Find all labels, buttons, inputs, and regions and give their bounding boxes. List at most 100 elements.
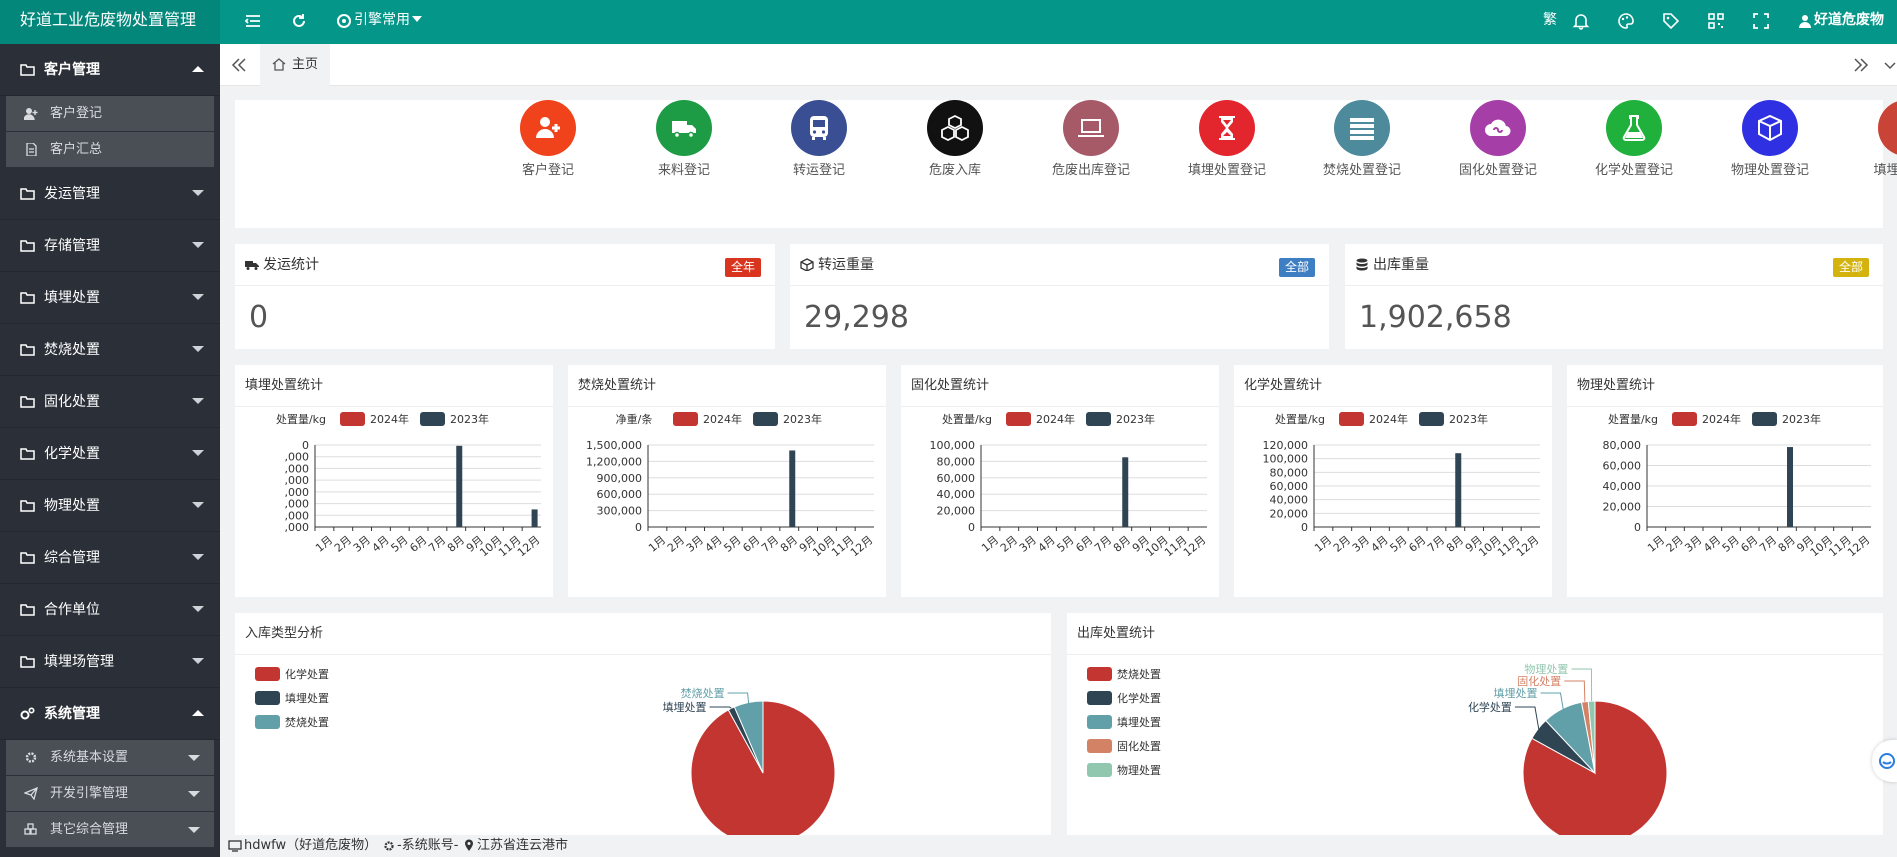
folder-open-icon	[20, 396, 35, 408]
x-tick-label: 12月	[515, 533, 543, 559]
physical-bar-chart: 2024年 2023年 处置量/kg 0 20,000 40,000 60,000 80,00…	[1603, 412, 1873, 559]
sidebar-item-label: 焚烧处置	[44, 342, 100, 358]
sidebar-item-landfill-site[interactable]: 填埋场管理	[0, 636, 220, 688]
legend-label: 2023年	[1116, 412, 1155, 426]
stat-card-title: 发运统计	[263, 257, 319, 273]
sidebar: 客户管理 客户登记 客户汇总 发运管理 存储管理 填埋处置 焚烧处置 固化处置 …	[0, 44, 220, 857]
quick-item-transfer-register[interactable]: 转运登记	[764, 100, 874, 178]
slice-label: 物理处置	[1524, 662, 1568, 676]
y-tick-label: 1,200,000	[586, 455, 642, 468]
sidebar-item-chemical[interactable]: 化学处置	[0, 428, 220, 480]
solidification-stats-chart-card: 固化处置统计 2024年 2023年 处置量/kg 0 20,000 40,000 60,0…	[901, 365, 1219, 597]
legend-swatch	[1087, 691, 1112, 705]
legend-swatch	[255, 691, 280, 705]
sidebar-subitem-customer-summary[interactable]: 客户汇总	[6, 132, 214, 167]
incineration-stats-chart-card: 焚烧处置统计 2024年 2023年 净重/条 0 300,000 600,000 900,…	[568, 365, 886, 597]
quick-item-waste-outbound[interactable]: 危废出库登记	[1036, 100, 1146, 178]
qrcode-icon[interactable]	[1707, 12, 1725, 30]
menu-collapse-icon[interactable]	[244, 12, 262, 30]
palette-icon[interactable]	[1617, 12, 1635, 30]
chart-title: 化学处置统计	[1234, 365, 1552, 407]
period-badge: 全部	[1278, 258, 1315, 277]
sidebar-subitem-other[interactable]: 其它综合管理	[6, 812, 214, 847]
y-axis-label: 净重/条	[616, 412, 653, 426]
floating-helper-button[interactable]	[1872, 740, 1897, 782]
language-toggle[interactable]: 繁	[1543, 12, 1557, 28]
y-tick-label: 120,000	[1263, 439, 1309, 452]
sidebar-item-label: 客户管理	[44, 62, 100, 78]
sidebar-item-general[interactable]: 综合管理	[0, 532, 220, 584]
sidebar-item-storage[interactable]: 存储管理	[0, 220, 220, 272]
engine-nav-dropdown[interactable]: 引擎常用	[354, 12, 410, 28]
sidebar-subitem-system-settings[interactable]: 系统基本设置	[6, 740, 214, 775]
sidebar-item-shipping[interactable]: 发运管理	[0, 168, 220, 220]
sidebar-item-landfill[interactable]: 填埋处置	[0, 272, 220, 324]
folder-open-icon	[20, 292, 35, 304]
legend-label: 2023年	[1782, 412, 1821, 426]
cube-icon	[800, 258, 814, 271]
quick-item-waste-inbound[interactable]: 危废入库	[900, 100, 1010, 178]
tag-icon[interactable]	[1662, 12, 1680, 30]
sidebar-item-solidification[interactable]: 固化处置	[0, 376, 220, 428]
y-tick-label: 100,000	[930, 439, 976, 452]
folder-open-icon	[20, 500, 35, 512]
chart-title: 物理处置统计	[1567, 365, 1883, 407]
chemical-bar-chart: 2024年 2023年 处置量/kg 020,00040,00060,00080,00…	[1263, 412, 1542, 559]
label-leader-line	[1564, 680, 1586, 702]
quick-item-material-register[interactable]: 来料登记	[629, 100, 739, 178]
pie-slice	[1522, 700, 1668, 835]
y-tick-label: 80,000	[1603, 439, 1642, 452]
slice-label: 固化处置	[1517, 674, 1561, 688]
quick-item-chemical-register[interactable]: 化学处置登记	[1579, 100, 1689, 178]
cloud-link-icon	[1485, 119, 1511, 137]
quick-item-solidification-register[interactable]: 固化处置登记	[1443, 100, 1553, 178]
gear-icon	[384, 841, 394, 851]
x-tick-label: 12月	[1514, 533, 1542, 559]
y-tick-label: 20,000	[1270, 507, 1309, 520]
refresh-icon[interactable]	[290, 12, 308, 30]
user-menu[interactable]: 好道危废物	[1814, 12, 1884, 28]
sidebar-item-incineration[interactable]: 焚烧处置	[0, 324, 220, 376]
quick-item-physical-register[interactable]: 物理处置登记	[1715, 100, 1825, 178]
stat-card-value: 0	[249, 300, 269, 335]
landfill-stats-chart-card: 填埋处置统计 2024年 2023年 处置量/kg ,000,000,000,000,…	[235, 365, 553, 597]
monitor-icon	[228, 840, 242, 852]
legend-swatch	[255, 715, 280, 729]
double-chevron-left-icon[interactable]	[230, 56, 248, 74]
database-icon	[1356, 258, 1368, 271]
sidebar-item-label: 化学处置	[44, 446, 100, 462]
double-chevron-right-icon[interactable]	[1852, 56, 1870, 74]
flask-icon	[1622, 115, 1646, 141]
legend-label: 焚烧处置	[285, 716, 329, 729]
chevron-down-icon[interactable]	[1884, 56, 1896, 74]
label-leader-line	[709, 706, 732, 709]
quick-item-incineration-register[interactable]: 焚烧处置登记	[1307, 100, 1417, 178]
sidebar-item-system[interactable]: 系统管理	[0, 688, 220, 740]
quick-item-landfill-site-register[interactable]: 填埋场登记	[1851, 100, 1897, 178]
caret-down-icon	[192, 190, 204, 196]
bell-icon[interactable]	[1572, 12, 1590, 30]
caret-down-icon	[192, 554, 204, 560]
sidebar-subitem-dev-engine[interactable]: 开发引擎管理	[6, 776, 214, 811]
cube-icon	[1758, 114, 1782, 142]
quick-item-customer-register[interactable]: 客户登记	[493, 100, 603, 178]
tab-home[interactable]: 主页	[260, 44, 331, 86]
legend-label: 2023年	[783, 412, 822, 426]
fullscreen-icon[interactable]	[1752, 12, 1770, 30]
legend-label: 物理处置	[1117, 763, 1161, 777]
caret-down-icon	[192, 294, 204, 300]
legend-swatch	[1087, 667, 1112, 681]
x-tick-label: 12月	[1181, 533, 1209, 559]
sidebar-subitem-customer-register[interactable]: 客户登记	[6, 96, 214, 131]
sidebar-item-label: 物理处置	[44, 498, 100, 514]
stat-card-title: 转运重量	[818, 257, 874, 273]
x-tick-label: 12月	[1845, 533, 1873, 559]
sidebar-item-physical[interactable]: 物理处置	[0, 480, 220, 532]
quick-item-landfill-register[interactable]: 填埋处置登记	[1172, 100, 1282, 178]
sidebar-item-customer[interactable]: 客户管理	[0, 44, 220, 96]
legend-label: 填埋处置	[285, 691, 329, 705]
legend-swatch-2024	[340, 412, 365, 426]
sidebar-item-partners[interactable]: 合作单位	[0, 584, 220, 636]
legend-swatch-2023	[1752, 412, 1777, 426]
legend-label: 填埋处置	[1117, 715, 1161, 729]
